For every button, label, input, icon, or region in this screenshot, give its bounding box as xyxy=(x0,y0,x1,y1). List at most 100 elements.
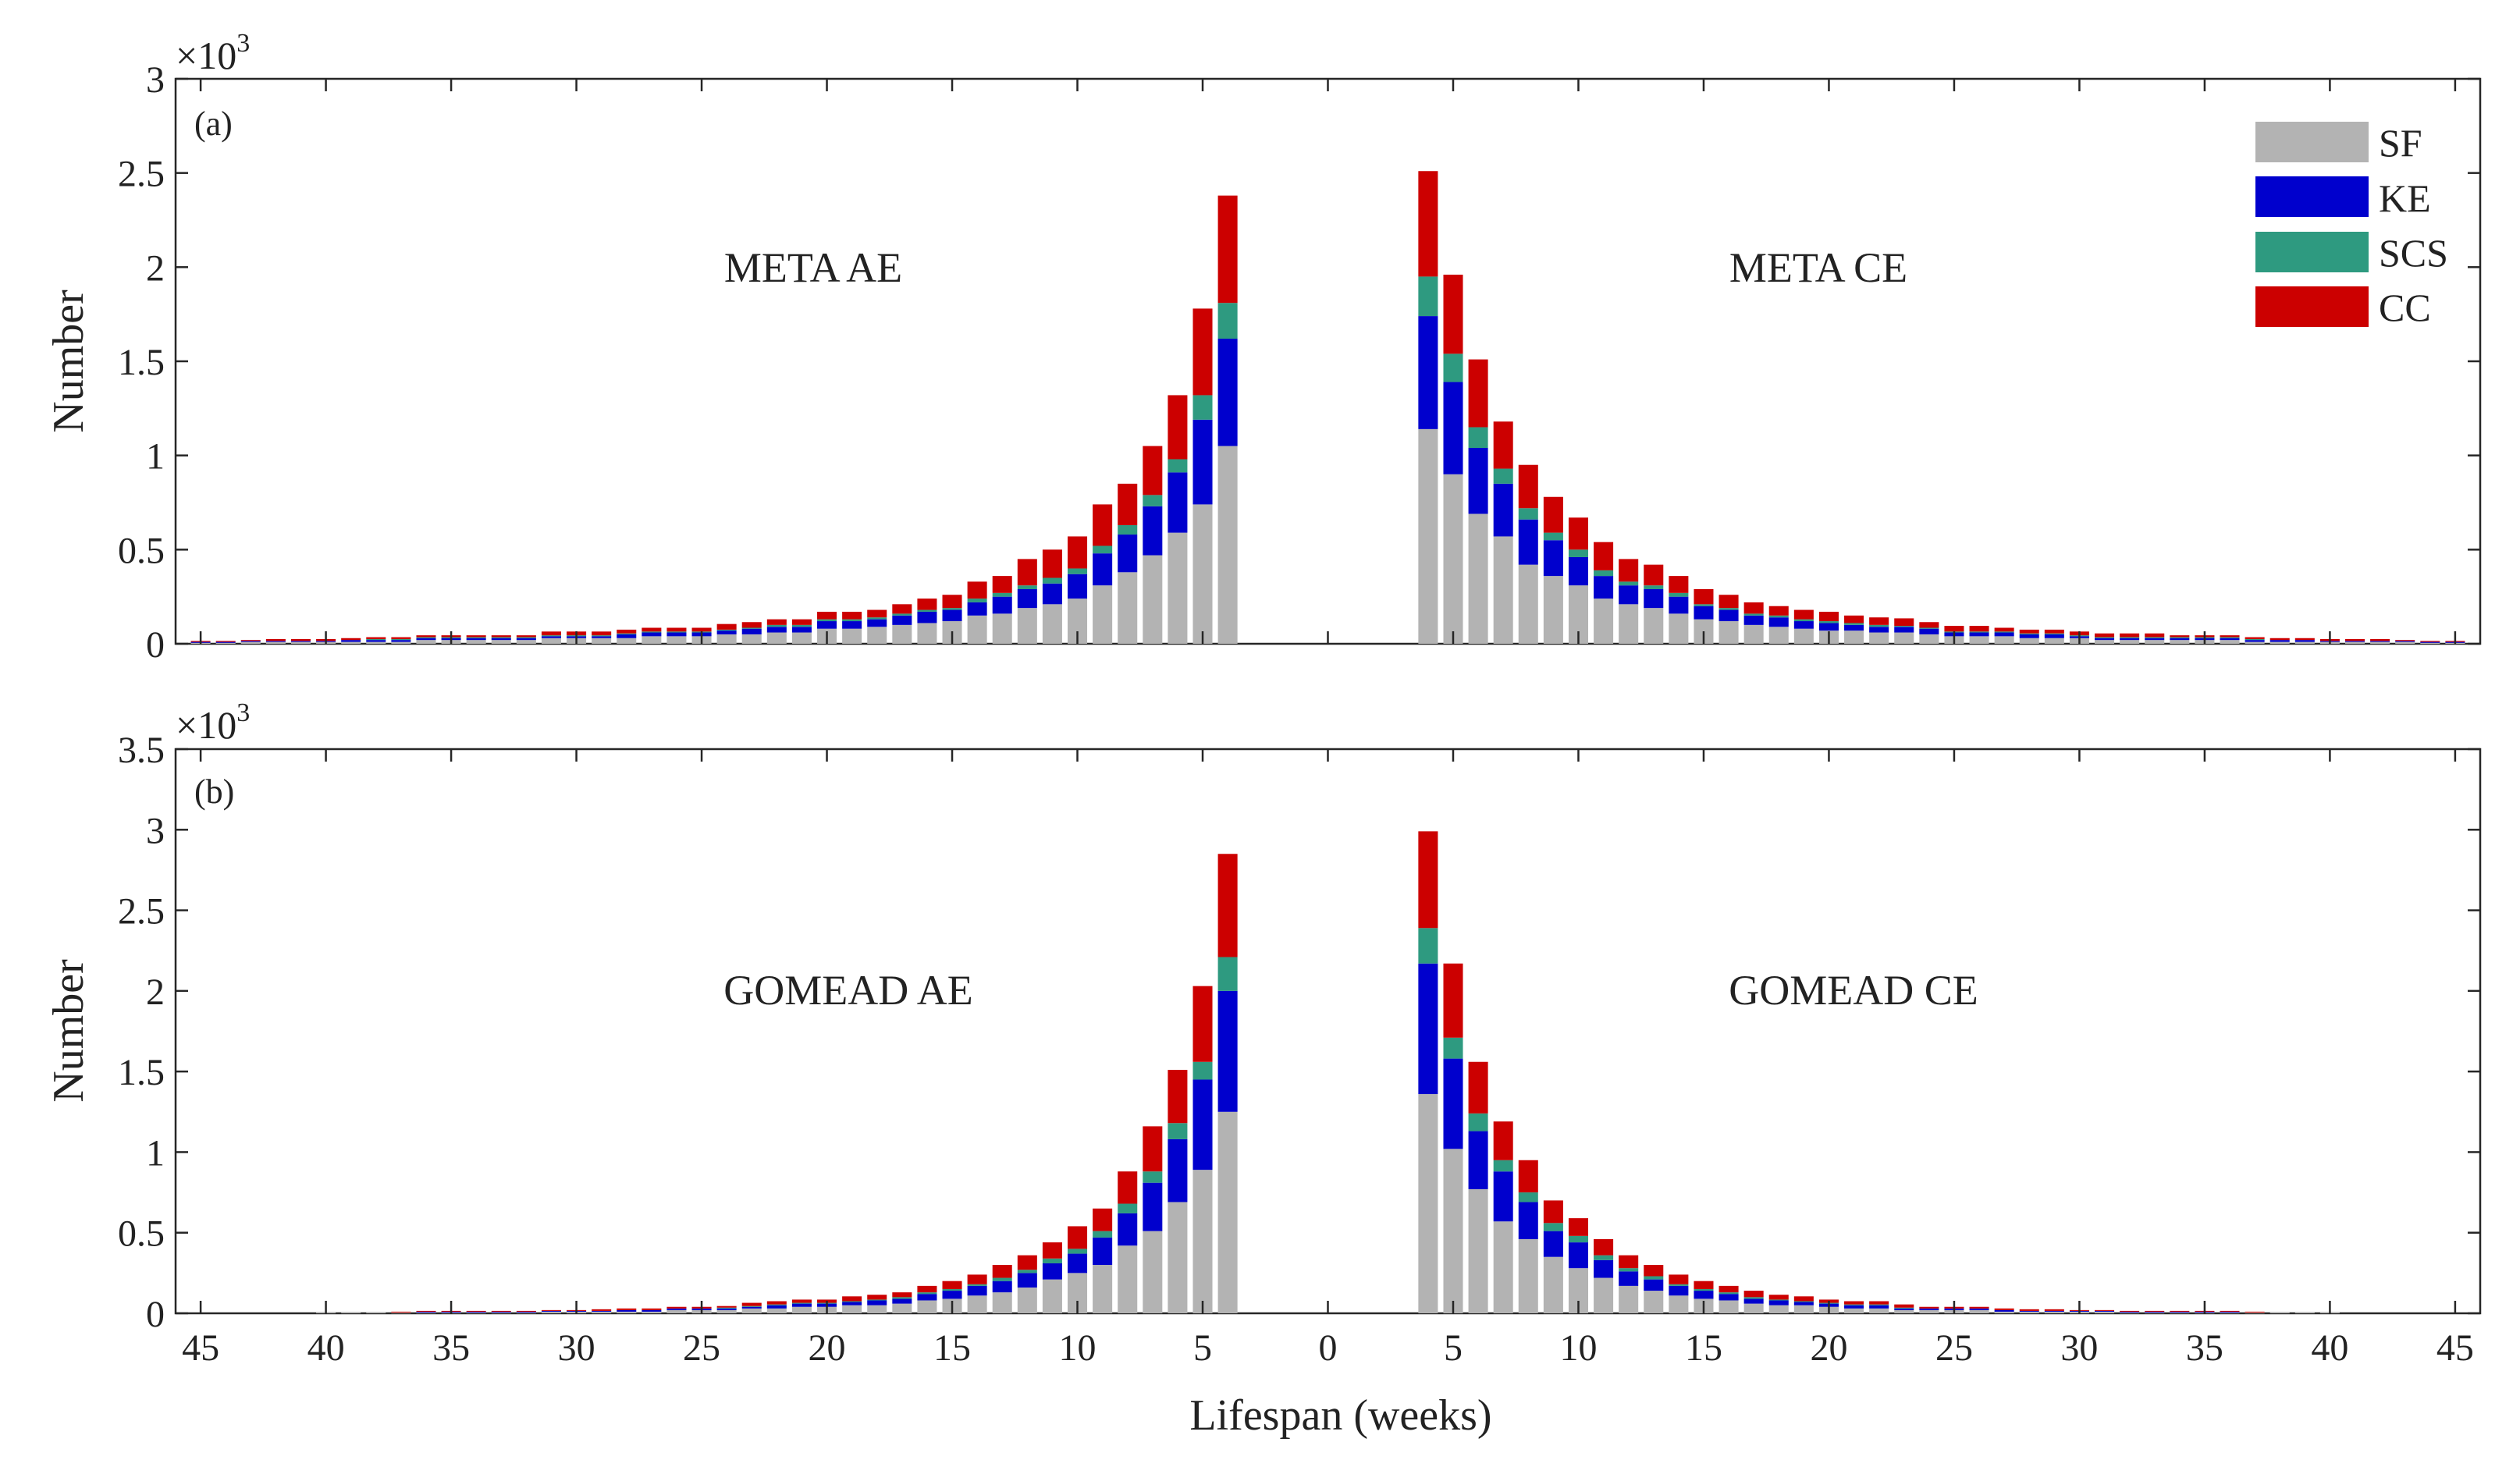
bar-a-ce-week-6-cc xyxy=(1468,359,1488,428)
bar-a-ae-week-37-cc xyxy=(391,637,411,639)
bar-b-ae-week-36-cc xyxy=(416,1310,436,1312)
bar-b-ae-week-34-cc xyxy=(466,1310,486,1312)
bar-a-ce-week-5-sf xyxy=(1443,474,1463,644)
bar-a-ae-week-21-ke xyxy=(791,627,812,633)
bar-b-ae-week-15-ke xyxy=(942,1291,962,1299)
bar-a-ae-week-15-scs xyxy=(942,608,962,610)
bar-a-ce-week-13-scs xyxy=(1644,585,1664,590)
ytick-label-a: 2 xyxy=(146,247,165,289)
bar-a-ae-week-18-ke xyxy=(867,619,887,627)
bar-a-ae-week-19-scs xyxy=(842,619,862,622)
bar-a-ae-week-22-scs xyxy=(766,624,787,627)
bar-b-ae-week-23-ke xyxy=(741,1306,762,1309)
bar-a-ae-week-12-sf xyxy=(1017,608,1037,644)
bar-a-ae-week-4-ke xyxy=(1217,339,1238,446)
bar-a-ae-week-7-cc xyxy=(1143,446,1163,496)
bar-b-ce-week-23-ke xyxy=(1894,1308,1914,1310)
bar-b-ce-week-32-cc xyxy=(2120,1310,2140,1312)
bar-a-ae-week-26-cc xyxy=(666,627,687,632)
bar-a-ae-week-12-scs xyxy=(1017,585,1037,590)
bar-b-ce-week-18-cc xyxy=(1768,1295,1789,1300)
xtick-label: 35 xyxy=(432,1327,470,1369)
bar-a-ae-week-16-ke xyxy=(917,611,937,623)
bar-a-ce-week-19-cc xyxy=(1793,609,1814,620)
bar-a-ce-week-39-sf xyxy=(2294,641,2315,644)
ytick-label-b: 0 xyxy=(146,1294,165,1335)
bar-b-ce-week-19-sf xyxy=(1793,1305,1814,1313)
bar-b-ce-week-37-cc xyxy=(2245,1311,2265,1313)
bar-b-ce-week-36-cc xyxy=(2220,1310,2240,1312)
bar-a-ae-week-7-sf xyxy=(1143,555,1163,644)
bar-b-ce-week-13-sf xyxy=(1644,1291,1664,1313)
bar-a-ae-week-29-scs xyxy=(592,635,612,637)
bar-a-ae-week-13-cc xyxy=(992,576,1012,593)
bar-b-ae-week-4-sf xyxy=(1217,1111,1238,1313)
bar-b-ce-week-7-sf xyxy=(1493,1221,1513,1313)
bar-b-ae-week-28-cc xyxy=(617,1308,637,1310)
bar-a-ce-week-36-sf xyxy=(2220,640,2240,644)
bar-b-ae-week-21-scs xyxy=(791,1302,812,1304)
bar-b-ae-week-29-cc xyxy=(592,1309,612,1311)
bar-b-ce-week-34-cc xyxy=(2170,1310,2190,1312)
bar-b-ce-week-9-cc xyxy=(1543,1200,1563,1224)
bar-b-ce-week-13-scs xyxy=(1644,1276,1664,1280)
bar-b-ae-week-11-sf xyxy=(1042,1279,1062,1313)
bar-b-ae-week-22-cc xyxy=(766,1301,787,1305)
bar-a-ce-week-18-cc xyxy=(1768,606,1789,616)
bar-b-ce-week-13-cc xyxy=(1644,1265,1664,1277)
bar-a-ae-week-32-ke xyxy=(516,638,536,641)
bar-a-ae-week-31-scs xyxy=(541,635,561,637)
bar-b-ae-week-21-ke xyxy=(791,1303,812,1307)
ytick-label-a: 3 xyxy=(146,59,165,101)
bar-b-ae-week-13-ke xyxy=(992,1281,1012,1293)
bar-a-ae-week-23-cc xyxy=(741,622,762,628)
bar-a-ae-week-43-sf xyxy=(240,641,261,644)
bar-a-ce-week-14-cc xyxy=(1669,576,1689,593)
bar-a-ce-week-33-sf xyxy=(2145,640,2165,644)
bar-b-ce-week-12-ke xyxy=(1619,1271,1639,1286)
bar-b-ae-week-18-scs xyxy=(867,1299,887,1301)
bar-a-ce-week-44-sf xyxy=(2420,642,2440,644)
bar-b-ae-week-5-sf xyxy=(1192,1170,1213,1313)
bar-a-ce-week-26-cc xyxy=(1969,626,1989,632)
bar-b-ce-week-4-scs xyxy=(1418,928,1438,964)
bar-a-ce-week-18-sf xyxy=(1768,627,1789,644)
bar-a-ce-week-33-ke xyxy=(2145,638,2165,641)
xtick-label: 45 xyxy=(2436,1327,2474,1369)
bar-a-ce-week-42-sf xyxy=(2370,641,2390,644)
bar-a-ae-week-24-scs xyxy=(716,629,737,631)
bar-a-ae-week-17-ke xyxy=(892,615,912,625)
bar-b-ae-week-21-sf xyxy=(791,1306,812,1313)
bar-b-ae-week-26-cc xyxy=(666,1306,687,1309)
bar-b-ce-week-21-sf xyxy=(1844,1308,1864,1313)
bar-b-ce-week-5-sf xyxy=(1443,1149,1463,1313)
bar-b-ae-week-12-cc xyxy=(1017,1255,1037,1270)
bar-b-ae-week-14-ke xyxy=(967,1285,987,1296)
bar-b-ae-week-26-sf xyxy=(666,1309,687,1313)
bar-a-ce-week-11-ke xyxy=(1594,576,1614,599)
xtick-label: 15 xyxy=(933,1327,971,1369)
bar-a-ce-week-34-cc xyxy=(2170,635,2190,638)
bar-b-ce-week-24-ke xyxy=(1919,1308,1939,1310)
bar-a-ce-week-24-sf xyxy=(1919,634,1939,644)
bar-b-ce-week-18-ke xyxy=(1768,1300,1789,1305)
bar-a-ce-week-42-cc xyxy=(2370,638,2390,641)
bar-a-ae-week-5-sf xyxy=(1192,504,1213,644)
bar-b-ae-week-5-ke xyxy=(1192,1079,1213,1170)
bar-a-ae-week-44-sf xyxy=(215,642,236,644)
bar-b-ae-week-33-cc xyxy=(491,1310,511,1312)
ytick-label-b: 3.5 xyxy=(118,730,165,771)
bar-a-ae-week-13-sf xyxy=(992,613,1012,644)
bar-b-ce-week-10-scs xyxy=(1568,1235,1588,1243)
legend-swatch-cc xyxy=(2255,286,2369,327)
xtick-label: 45 xyxy=(182,1327,219,1369)
bar-a-ae-week-24-ke xyxy=(716,631,737,634)
bar-a-ce-week-32-ke xyxy=(2120,638,2140,641)
bar-a-ce-week-43-sf xyxy=(2395,641,2415,644)
bar-b-ae-week-10-cc xyxy=(1068,1226,1088,1249)
bar-a-ae-week-9-scs xyxy=(1093,545,1113,554)
bar-a-ce-week-24-scs xyxy=(1919,627,1939,629)
bar-b-ae-week-5-scs xyxy=(1192,1061,1213,1080)
bar-a-ce-week-37-ke xyxy=(2245,640,2265,642)
